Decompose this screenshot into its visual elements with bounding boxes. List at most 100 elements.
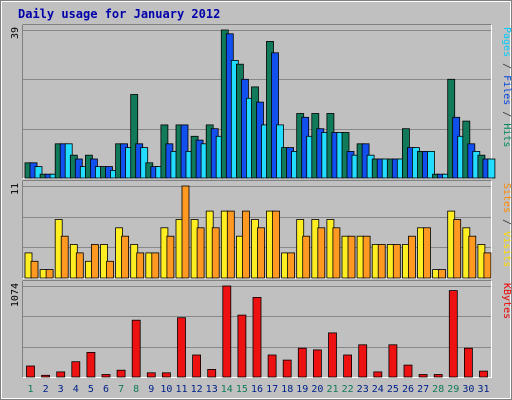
x-tick-label-day-5: 5 — [88, 384, 94, 395]
bar-sites-day-8 — [136, 252, 145, 279]
y-axis-label-part: KBytes — [501, 283, 512, 319]
bar-sites-day-1 — [30, 260, 39, 279]
bar-kbytes-day-8 — [131, 319, 141, 378]
bar-kbytes-day-25 — [388, 344, 398, 378]
y-axis-label-part: Files — [501, 75, 512, 105]
x-tick-label-day-17: 17 — [266, 384, 278, 395]
bar-kbytes-day-22 — [343, 354, 353, 378]
x-tick-label-day-12: 12 — [191, 384, 203, 395]
bar-sites-day-2 — [45, 269, 54, 279]
bar-sites-day-22 — [347, 235, 356, 279]
bar-sites-day-19 — [302, 235, 311, 279]
x-tick-label-day-19: 19 — [296, 384, 308, 395]
bar-kbytes-day-26 — [403, 364, 413, 378]
bar-kbytes-day-31 — [479, 370, 488, 378]
x-tick-label-day-10: 10 — [160, 384, 172, 395]
bar-sites-day-6 — [106, 260, 114, 279]
bar-files-day-17 — [271, 52, 279, 179]
bar-kbytes-day-21 — [328, 332, 337, 378]
bar-sites-day-30 — [468, 235, 477, 279]
panel-2: 11 Sites / Visits — [10, 180, 512, 279]
bar-kbytes-day-4 — [71, 361, 81, 378]
x-tick-label-day-28: 28 — [432, 384, 444, 395]
bar-sites-day-18 — [287, 252, 296, 279]
y-axis-label: Pages / Files / Hits — [501, 27, 512, 147]
y-axis-label-part: / — [501, 105, 512, 123]
x-tick-label-day-3: 3 — [58, 384, 64, 395]
y-axis-label-part: Pages — [501, 27, 512, 57]
bar-kbytes-day-1 — [26, 365, 35, 378]
x-tick-label-day-16: 16 — [251, 384, 263, 395]
panel-1: 39 Pages / Files / Hits — [10, 24, 512, 179]
bar-pages-day-27 — [427, 150, 435, 179]
bar-kbytes-day-16 — [252, 296, 262, 378]
bar-kbytes-day-6 — [101, 374, 111, 378]
y-axis-label-part: / — [501, 213, 512, 231]
bar-kbytes-day-19 — [297, 347, 307, 378]
bar-kbytes-day-30 — [463, 347, 473, 378]
chart-panels: 39 Pages / Files / Hits 11 Sites / Visits 10… — [10, 24, 512, 378]
bar-sites-day-9 — [151, 252, 160, 279]
chart-title: Daily usage for January 2012 — [18, 7, 220, 21]
x-tick-label-day-25: 25 — [387, 384, 399, 395]
y-max-tick-label: 39 — [10, 27, 21, 39]
bar-sites-day-15 — [241, 210, 250, 279]
bar-kbytes-day-18 — [282, 359, 292, 378]
bar-sites-day-23 — [362, 235, 371, 279]
bar-sites-day-13 — [211, 227, 220, 279]
bar-kbytes-day-14 — [222, 285, 232, 378]
x-tick-label-day-2: 2 — [43, 384, 49, 395]
y-max-tick-label: 1074 — [10, 283, 21, 307]
bar-pages-day-1 — [34, 166, 43, 179]
bar-sites-day-14 — [226, 210, 235, 279]
bar-sites-day-7 — [121, 235, 129, 279]
x-tick-label-day-9: 9 — [148, 384, 154, 395]
bar-kbytes-day-23 — [358, 344, 368, 378]
x-tick-label-day-30: 30 — [462, 384, 474, 395]
bar-sites-day-24 — [377, 244, 386, 279]
y-axis-label-part: Sites — [501, 183, 512, 213]
bar-sites-day-29 — [453, 219, 462, 279]
x-tick-label-day-6: 6 — [103, 384, 109, 395]
x-tick-label-day-26: 26 — [402, 384, 414, 395]
bar-sites-day-3 — [60, 235, 69, 279]
bar-kbytes-day-24 — [373, 371, 383, 378]
bar-kbytes-day-7 — [116, 369, 126, 378]
bar-kbytes-day-11 — [177, 317, 186, 378]
bar-sites-day-21 — [332, 227, 341, 279]
bar-kbytes-day-2 — [41, 374, 50, 378]
bar-kbytes-day-12 — [192, 354, 202, 378]
bar-sites-day-4 — [75, 252, 84, 279]
bar-kbytes-day-15 — [237, 314, 247, 378]
bar-kbytes-day-28 — [433, 374, 443, 378]
y-axis-label-part: Hits — [501, 123, 512, 147]
x-tick-label-day-4: 4 — [73, 384, 79, 395]
x-tick-label-day-23: 23 — [357, 384, 369, 395]
bar-kbytes-day-5 — [86, 351, 96, 378]
bar-sites-day-26 — [407, 235, 416, 279]
y-axis-label-part: Visits — [501, 231, 512, 267]
bar-kbytes-day-3 — [56, 371, 66, 378]
panel-3: 1074 KBytes — [10, 280, 512, 378]
y-axis-label-part: / — [501, 57, 512, 75]
bar-hits-day-8 — [130, 94, 139, 179]
bar-sites-day-27 — [423, 227, 431, 279]
bar-kbytes-day-27 — [418, 374, 428, 378]
y-max-tick-label: 11 — [10, 183, 21, 195]
bar-sites-day-16 — [257, 227, 265, 279]
bar-kbytes-day-9 — [146, 372, 156, 378]
bar-kbytes-day-17 — [267, 354, 277, 378]
x-tick-label-day-1: 1 — [27, 384, 33, 395]
x-tick-label-day-14: 14 — [221, 384, 233, 395]
x-tick-label-day-20: 20 — [311, 384, 323, 395]
y-axis-label: Sites / Visits — [501, 183, 512, 267]
x-tick-label-day-7: 7 — [118, 384, 124, 395]
x-tick-label-day-13: 13 — [206, 384, 218, 395]
bar-kbytes-day-29 — [448, 290, 458, 378]
bar-kbytes-day-10 — [161, 372, 171, 378]
x-tick-label-day-18: 18 — [281, 384, 293, 395]
x-tick-label-day-31: 31 — [477, 384, 489, 395]
